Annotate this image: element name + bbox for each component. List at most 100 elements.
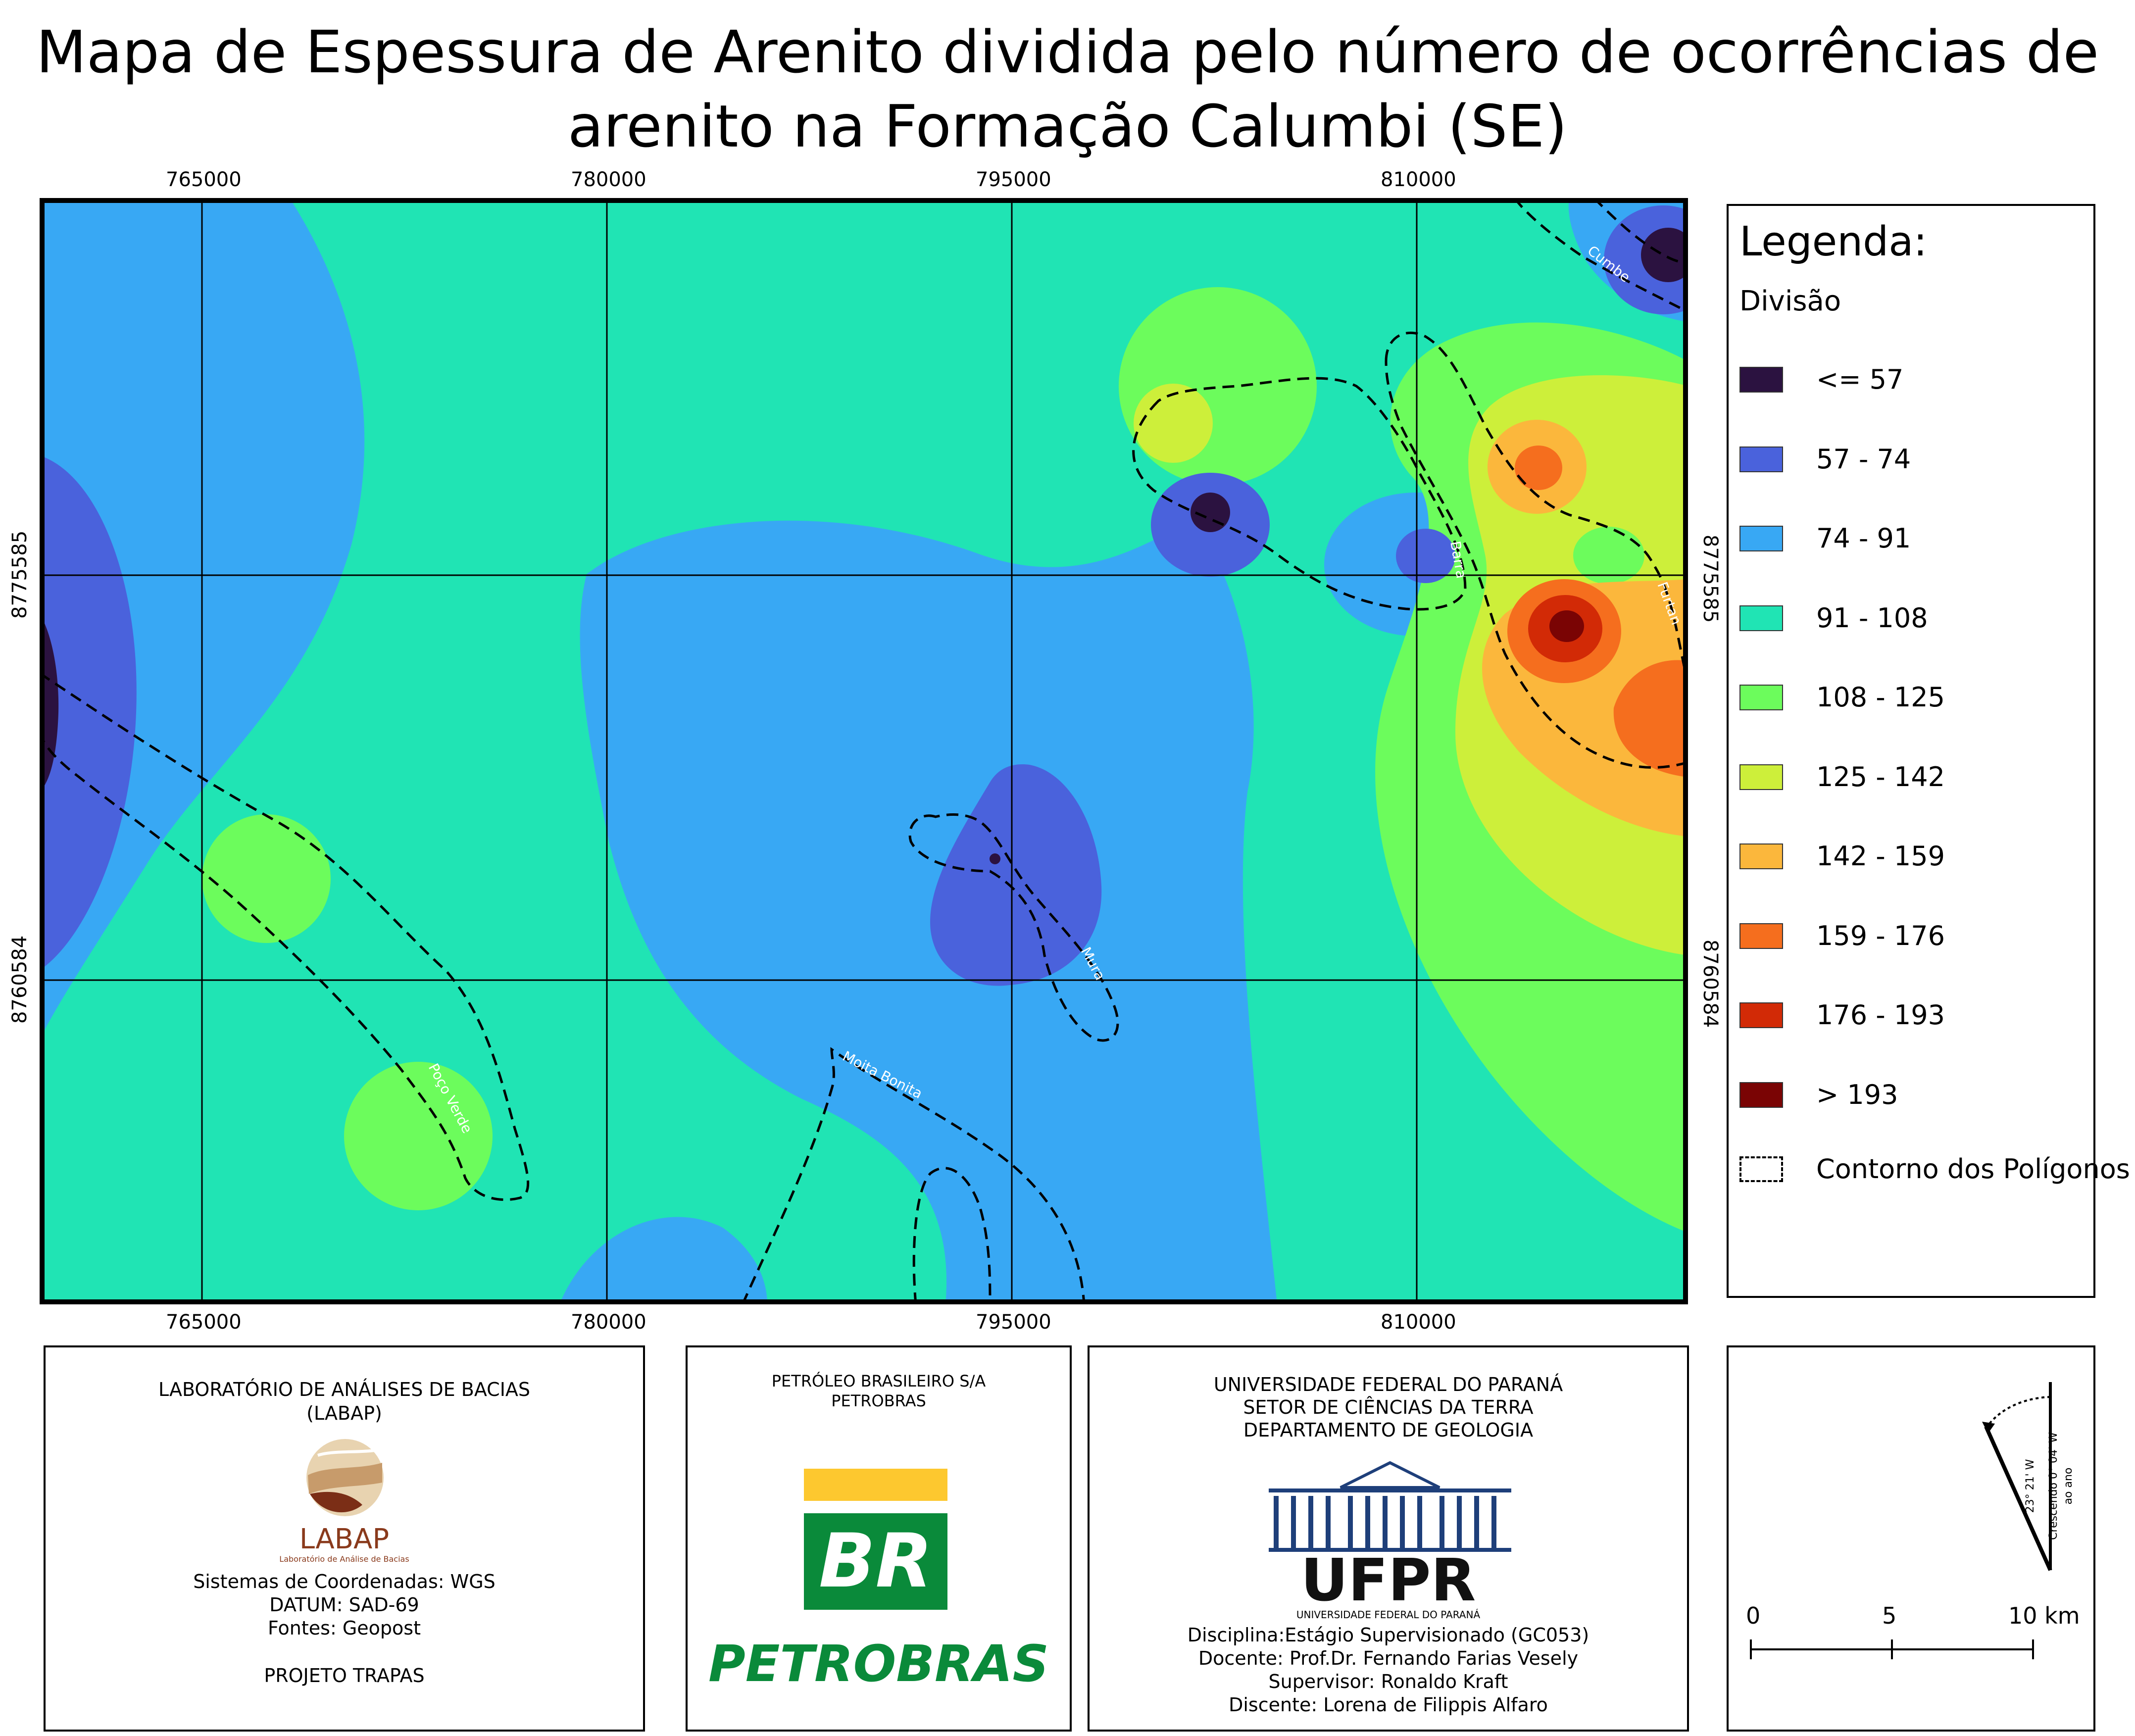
map-title: Mapa de Espessura de Arenito dividida pe… <box>0 15 2135 163</box>
petrobras-panel: PETRÓLEO BRASILEIRO S/A PETROBRAS BR PET… <box>686 1345 1072 1732</box>
zone-108-125-inner <box>1573 527 1644 584</box>
scale-bar <box>1750 1639 2034 1659</box>
declination-value-wrap: 23° 21' W <box>2021 1422 2040 1550</box>
legend-swatch <box>1739 843 1783 869</box>
zone-le57-top-right <box>1641 228 1688 282</box>
contour-mura <box>908 813 1119 1042</box>
labap-coords: Sistemas de Coordenadas: WGS <box>193 1571 496 1592</box>
x-tick-top-4: 810000 <box>1381 168 1456 191</box>
legend-swatch <box>1739 367 1783 393</box>
x-tick-top-1: 765000 <box>166 168 242 191</box>
legend-swatch <box>1739 685 1783 710</box>
ufpr-logo-subtext: UNIVERSIDADE FEDERAL DO PARANÁ <box>1296 1609 1481 1621</box>
legend-label: 142 - 159 <box>1816 841 1945 872</box>
labap-logo <box>306 1439 384 1516</box>
labap-logo-subtext: Laboratório de Análise de Bacias <box>279 1554 409 1564</box>
contour-moita-bonita <box>741 1047 1086 1304</box>
polygon-contours <box>40 198 1688 1304</box>
north-arrow-icon <box>1982 1382 2052 1571</box>
zone-57-74-barra <box>1396 529 1455 583</box>
legend-label: 57 - 74 <box>1816 443 1911 475</box>
legend-label: 91 - 108 <box>1816 602 1928 634</box>
zone-57-74-center <box>930 764 1102 986</box>
legend-swatch <box>1739 923 1783 949</box>
zone-108-125-left-a <box>202 814 331 943</box>
legend-swatch <box>1739 605 1783 631</box>
declination-value-text: 23° 21' W <box>2024 1459 2036 1513</box>
legend-label: 159 - 176 <box>1816 920 1945 951</box>
zone-108-125-left-b <box>344 1062 493 1210</box>
contour-moita-bonita-inner <box>912 1167 992 1304</box>
br-logo-green-block: BR <box>804 1513 947 1610</box>
legend-swatch-contour <box>1739 1156 1783 1182</box>
ufpr-logo-text: UFPR <box>1300 1546 1476 1614</box>
x-tick-top-3: 795000 <box>976 168 1051 191</box>
scale-label-5: 5 <box>1882 1602 1897 1629</box>
map-canvas: Cumbe Barra Furtan Mura Moita Bonita Poç… <box>40 198 1688 1304</box>
y-tick-left-1: 8775585 <box>8 530 31 619</box>
scale-label-0: 0 <box>1746 1602 1761 1629</box>
x-tick-bottom-4: 810000 <box>1381 1311 1456 1334</box>
zone-125-142-top <box>1134 384 1213 463</box>
y-tick-right-1: 8775585 <box>1699 535 1722 623</box>
ufpr-teacher: Docente: Prof.Dr. Fernando Farias Vesely <box>1198 1647 1579 1669</box>
ufpr-panel: UNIVERSIDADE FEDERAL DO PARANÁ SETOR DE … <box>1088 1345 1689 1732</box>
zone-74-91-center <box>580 520 1277 1304</box>
labap-project: PROJETO TRAPAS <box>264 1665 425 1686</box>
legend-title: Legenda: <box>1739 218 1928 265</box>
labap-sources: Fontes: Geopost <box>268 1617 421 1639</box>
legend: Legenda: Divisão <= 57 57 - 74 74 - 91 91 -… <box>1727 204 2130 1298</box>
x-tick-bottom-2: 780000 <box>571 1311 646 1334</box>
legend-label: 125 - 142 <box>1816 761 1945 793</box>
map-frame <box>40 198 1688 1304</box>
ufpr-discipline: Disciplina:Estágio Supervisionado (GC053… <box>1187 1624 1589 1646</box>
zone-159-176-right <box>1613 660 1688 777</box>
labap-line1: LABORATÓRIO DE ANÁLISES DE BACIAS <box>158 1379 531 1400</box>
zone-57-74-left <box>40 455 137 970</box>
declination-growth: Crescendo 0° 04' W ao ano <box>2041 1422 2075 1550</box>
legend-swatch <box>1739 1082 1783 1108</box>
ufpr-supervisor: Supervisor: Ronaldo Kraft <box>1268 1671 1508 1692</box>
contour-cumbe <box>1513 198 1688 313</box>
br-logo-yellow-bar <box>804 1469 947 1501</box>
contour-furtan <box>1385 331 1688 769</box>
zone-159-176-upper <box>1515 446 1562 490</box>
map-title-line1: Mapa de Espessura de Arenito dividida pe… <box>36 18 2099 86</box>
ufpr-line3: DEPARTAMENTO DE GEOLOGIA <box>1243 1419 1534 1441</box>
petrobras-logo-name: PETROBRAS <box>708 1635 1049 1693</box>
legend-label: 74 - 91 <box>1816 523 1911 554</box>
declination-growth-text: Crescendo 0° 04' W <box>2047 1432 2060 1540</box>
scale-panel: 23° 21' W Crescendo 0° 04' W ao ano 23° … <box>1727 1345 2095 1732</box>
ufpr-line2: SETOR DE CIÊNCIAS DA TERRA <box>1243 1396 1534 1418</box>
zone-74-91-bottom <box>559 1217 767 1304</box>
x-tick-bottom-3: 795000 <box>976 1311 1051 1334</box>
map-grid <box>40 198 1688 1304</box>
zone-le57-center <box>990 853 1000 864</box>
legend-swatch <box>1739 526 1783 551</box>
legend-subtitle: Divisão <box>1739 285 1841 317</box>
thickness-map: Cumbe Barra Furtan Mura Moita Bonita Poç… <box>40 198 1688 1304</box>
legend-swatch <box>1739 764 1783 790</box>
labap-datum: DATUM: SAD-69 <box>269 1594 419 1616</box>
legend-label-contour: Contorno dos Polígonos <box>1816 1153 2130 1185</box>
zone-gt193 <box>1549 610 1584 642</box>
declination-per-year-text: ao ano <box>2062 1467 2075 1505</box>
y-tick-right-2: 8760584 <box>1699 940 1722 1028</box>
legend-label: 176 - 193 <box>1816 999 1945 1031</box>
petrobras-line2: PETROBRAS <box>831 1391 926 1410</box>
legend-swatch <box>1739 446 1783 472</box>
legend-label: > 193 <box>1816 1079 1898 1110</box>
y-tick-left-2: 8760584 <box>8 935 31 1024</box>
map-title-line2: arenito na Formação Calumbi (SE) <box>567 92 1568 160</box>
x-tick-top-2: 780000 <box>571 168 646 191</box>
contour-poco-verde <box>40 672 530 1201</box>
x-tick-bottom-1: 765000 <box>166 1311 242 1334</box>
zone-108-125-top <box>1119 287 1317 485</box>
ufpr-building-logo <box>1269 1461 1511 1552</box>
labap-panel: LABORATÓRIO DE ANÁLISES DE BACIAS (LABAP… <box>44 1345 645 1732</box>
contour-barra <box>1132 377 1467 611</box>
labap-logo-text: LABAP <box>299 1523 390 1555</box>
legend-label: <= 57 <box>1816 364 1904 395</box>
br-logo: BR <box>804 1469 947 1610</box>
ufpr-line1: UNIVERSIDADE FEDERAL DO PARANÁ <box>1213 1374 1563 1395</box>
